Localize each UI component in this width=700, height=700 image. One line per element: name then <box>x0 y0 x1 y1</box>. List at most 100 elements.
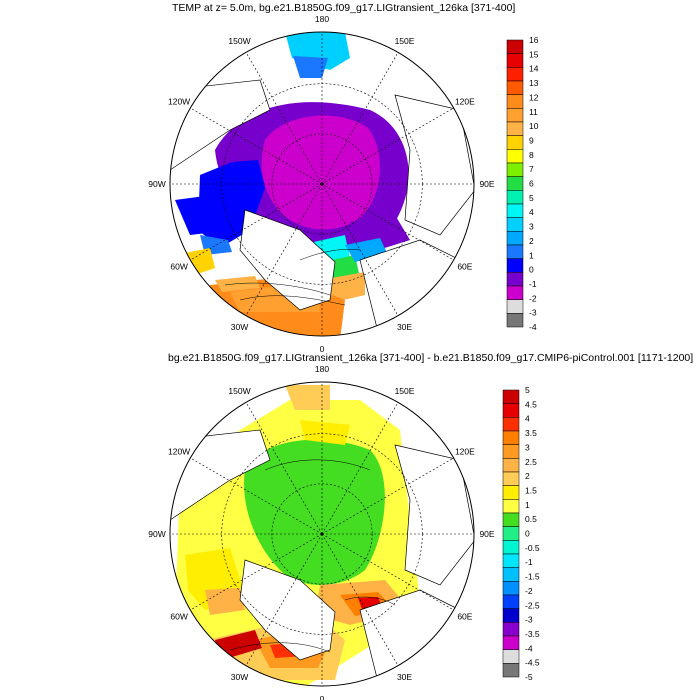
colorbar-label: -1.5 <box>525 572 540 582</box>
colorbar-box <box>502 430 520 445</box>
colorbar-box <box>506 217 524 232</box>
colorbar-label: 4.5 <box>525 399 537 409</box>
colorbar-box <box>506 53 524 68</box>
longitude-label: 0 <box>320 344 325 354</box>
longitude-label: 30W <box>231 672 248 682</box>
colorbar-label: 8 <box>529 150 534 160</box>
colorbar-box <box>506 67 524 82</box>
meridian-line <box>245 402 323 535</box>
colorbar-box <box>506 176 524 191</box>
colorbar-label: 0.5 <box>525 514 537 524</box>
longitude-label: 90E <box>479 179 494 189</box>
colorbar-label: 3 <box>525 442 530 452</box>
colorbar-label: -4.5 <box>525 658 540 668</box>
longitude-label: 120E <box>455 447 475 457</box>
colorbar-box <box>502 567 520 582</box>
meridian-line <box>321 402 399 535</box>
meridian-line <box>245 52 323 185</box>
colorbar-label: 3 <box>529 222 534 232</box>
colorbar-box <box>502 581 520 596</box>
colorbar-box <box>502 608 520 623</box>
colorbar-label: -2 <box>525 586 533 596</box>
colorbar-box <box>506 190 524 205</box>
longitude-label: 150E <box>395 36 415 46</box>
longitude-label: 30E <box>397 322 412 332</box>
longitude-label: 150W <box>228 36 250 46</box>
colorbar-box <box>502 622 520 637</box>
colorbar-box <box>506 149 524 164</box>
map-1-longitude-labels: 180 150E 120E 90E 60E 30E 0 30W 60W 90W 120W 150W <box>148 14 495 354</box>
colorbar-box <box>506 162 524 177</box>
colorbar-box <box>502 635 520 650</box>
colorbar-label: 3.5 <box>525 428 537 438</box>
longitude-label: 60W <box>170 262 187 272</box>
colorbar-label: 12 <box>529 92 539 102</box>
map-1-field <box>170 32 474 336</box>
colorbar-box <box>506 39 524 54</box>
colorbar-label: 9 <box>529 135 534 145</box>
map-1-title: TEMP at z= 5.0m, bg.e21.B1850G.f09_g17.L… <box>172 2 516 14</box>
colorbar-box <box>502 649 520 664</box>
meridian-line <box>190 183 323 261</box>
meridian-line <box>245 533 323 666</box>
colorbar-label: 2 <box>529 236 534 246</box>
longitude-label: 90W <box>148 179 165 189</box>
colorbar-label: -2 <box>529 293 537 303</box>
colorbar-box <box>506 258 524 273</box>
colorbar-label: -4 <box>529 322 537 332</box>
colorbar-label: 5 <box>525 385 530 395</box>
colorbar-box <box>502 485 520 500</box>
colorbar-label: 0 <box>529 265 534 275</box>
map-2-title: bg.e21.B1850G.f09_g17.LIGtransient_126ka… <box>168 352 694 364</box>
meridian-line <box>321 533 454 611</box>
colorbar-label: 2.5 <box>525 457 537 467</box>
longitude-label: 60E <box>457 612 472 622</box>
map-2-colorbar: 5 4.5 4 3.5 3 2.5 2 1.5 1 0.5 0 -0.5 -1 -1.5 -2 -2.5 -3 -… <box>502 385 540 682</box>
colorbar-label: -3 <box>529 308 537 318</box>
colorbar-box <box>506 244 524 259</box>
longitude-label: 120E <box>455 97 475 107</box>
colorbar-label: -1 <box>525 557 533 567</box>
colorbar-box <box>506 203 524 218</box>
meridian-line <box>321 533 399 666</box>
colorbar-label: -0.5 <box>525 543 540 553</box>
colorbar-label: 0 <box>525 529 530 539</box>
colorbar-box <box>506 80 524 95</box>
latitude-circle <box>271 483 373 585</box>
colorbar-label: -4 <box>525 643 533 653</box>
longitude-label: 0 <box>320 694 325 700</box>
colorbar-label: 1 <box>525 500 530 510</box>
colorbar-box <box>502 594 520 609</box>
meridian-line <box>321 183 454 261</box>
map-2-longitude-labels: 180 150E 120E 90E 60E 30E 0 30W 60W 90W 120W 150W <box>148 364 495 700</box>
colorbar-label: -3 <box>525 615 533 625</box>
longitude-label: 180 <box>315 14 329 24</box>
longitude-label: 30E <box>397 672 412 682</box>
colorbar-label: -3.5 <box>525 629 540 639</box>
colorbar-label: 4 <box>525 414 530 424</box>
colorbar-box <box>506 121 524 136</box>
longitude-label: 60W <box>170 612 187 622</box>
colorbar-box <box>506 135 524 150</box>
latitude-circle <box>271 133 373 235</box>
colorbar-box <box>502 471 520 486</box>
meridian-line <box>321 457 454 535</box>
colorbar-box <box>502 417 520 432</box>
colorbar-box <box>506 272 524 287</box>
colorbar-box <box>506 313 524 328</box>
colorbar-label: 11 <box>529 107 538 117</box>
colorbar-box <box>506 231 524 246</box>
colorbar-box <box>502 403 520 418</box>
colorbar-box <box>502 499 520 514</box>
colorbar-box <box>506 94 524 109</box>
longitude-label: 120W <box>168 447 190 457</box>
meridian-line <box>190 107 323 185</box>
colorbar-label: 1 <box>529 250 534 260</box>
colorbar-box <box>506 108 524 123</box>
colorbar-label: 7 <box>529 164 534 174</box>
colorbar-box <box>502 458 520 473</box>
colorbar-label: 4 <box>529 207 534 217</box>
colorbar-label: 1.5 <box>525 485 537 495</box>
map-2-field <box>170 382 474 686</box>
